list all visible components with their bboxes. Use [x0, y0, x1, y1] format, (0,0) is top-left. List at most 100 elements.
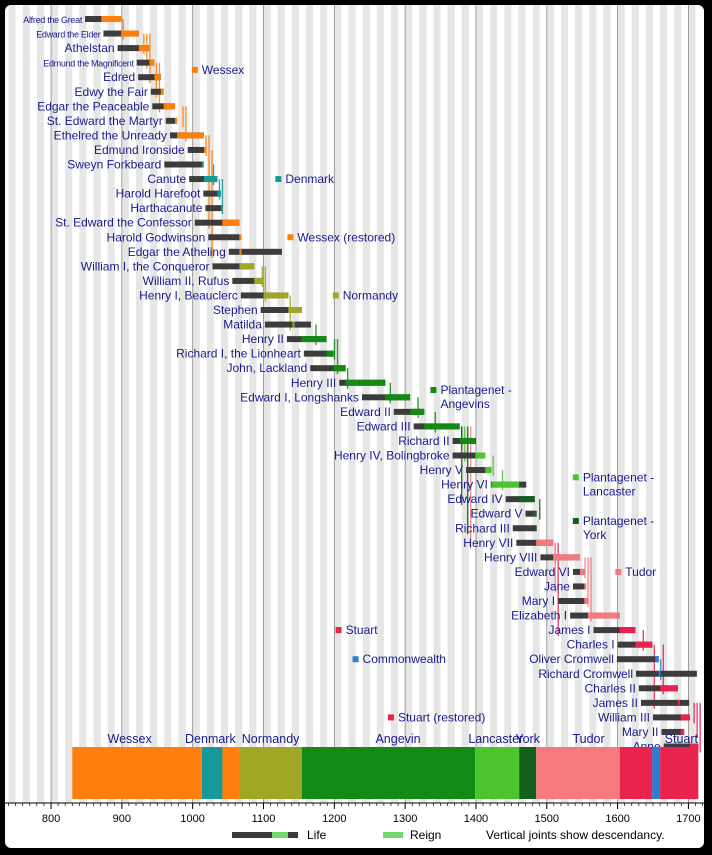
era-label: Normandy: [242, 732, 300, 746]
life-bar-matilda: [264, 321, 311, 328]
life-bar-edward-the-elder: [103, 30, 139, 37]
decade-stripe: [546, 5, 554, 803]
reign-bar-mary-i: [584, 598, 588, 604]
x-tick-label: 800: [42, 813, 60, 825]
era-segment-lancaster: [475, 747, 520, 799]
era-segment-angevin: [301, 747, 476, 799]
reign-bar-henry-vii: [536, 539, 554, 546]
life-bar-james-ii: [640, 699, 690, 706]
reign-bar-richard-cromwell: [658, 670, 661, 677]
monarch-label: Richard Cromwell: [538, 667, 633, 681]
era-label: Tudor: [572, 732, 604, 746]
life-reign-bars: [85, 16, 699, 750]
monarch-label: Harthacanute: [130, 201, 202, 215]
x-axis: 800 900 1000 1100 1200 1300 1400 1500 1600 1700: [5, 802, 704, 825]
life-bar-edward-vi: [572, 568, 585, 575]
decade-stripe: [660, 5, 668, 803]
era-label: Angevin: [375, 732, 420, 746]
monarch-label: Oliver Cromwell: [529, 652, 614, 666]
decade-stripe: [376, 5, 384, 803]
reign-bar-edwy-the-fair: [160, 88, 164, 95]
life-bar-edwy-the-fair: [150, 88, 164, 95]
monarch-label: Richard III: [455, 521, 510, 535]
monarch-label: Edward IV: [447, 492, 502, 506]
monarch-label: Edward V: [471, 507, 523, 521]
house-marker-stuart-restored: [387, 714, 394, 721]
monarch-label: St. Edward the Confessor: [55, 216, 192, 230]
monarch-label: Henry VIII: [484, 550, 537, 564]
life-bar-henry-v: [466, 467, 492, 474]
reign-bar-edward-i-longshanks: [385, 394, 411, 401]
era-bar: Wessex Denmark Normandy Angevin LancasterYor…: [72, 732, 699, 799]
monarch-label: Edward III: [357, 419, 411, 433]
monarch-label: Henry III: [291, 376, 336, 390]
reign-bar-henry-v: [485, 467, 492, 474]
reign-bar-henry-viii: [553, 554, 581, 561]
reign-bar-henry-iii: [345, 379, 386, 386]
reign-bar-charles-ii: [660, 685, 678, 692]
reign-bar-edward-iii: [424, 423, 460, 430]
monarch-label: Edward the Elder: [36, 30, 101, 40]
decade-stripe: [51, 5, 59, 803]
reign-bar-harold-harefoot: [217, 190, 222, 197]
decade-stripe: [532, 5, 540, 803]
legend-life-swatch-reign: [272, 832, 288, 838]
house-marker-plantagenet-york: [572, 517, 579, 524]
era-segment-york: [519, 747, 537, 799]
reign-bar-elizabeth-i: [587, 612, 620, 619]
house-label: Stuart (restored): [398, 710, 485, 724]
house-marker-stuart: [335, 627, 342, 634]
monarch-label: Athelstan: [65, 41, 115, 55]
decade-stripe: [320, 5, 328, 803]
life-bar-james-i: [593, 627, 636, 634]
monarch-label: Edward II: [340, 405, 391, 419]
monarch-label: Harold Harefoot: [116, 187, 201, 201]
era-segment-wessex: [72, 747, 202, 799]
x-tick-label: 1000: [180, 813, 204, 825]
monarch-label: Edwy the Fair: [75, 85, 148, 99]
house-label: Normandy: [343, 288, 398, 302]
decade-stripe: [93, 5, 101, 803]
life-bar-athelstan: [117, 45, 150, 52]
house-label: Lancaster: [583, 484, 636, 498]
house-legend-markers: Wessex Denmark Wessex (restored) Normandy Pl…: [191, 63, 656, 724]
life-bar-edred: [138, 74, 161, 81]
monarch-label: Edgar the Peaceable: [37, 99, 149, 113]
monarch-label: Sweyn Forkbeard: [67, 158, 161, 172]
legend-reign-swatch: [383, 832, 403, 838]
decade-stripe: [263, 5, 271, 803]
x-tick-label: 1600: [605, 813, 629, 825]
monarch-label: Edgar the Atheling: [128, 245, 226, 259]
reign-bar-st-edward-the-martyr: [174, 117, 178, 124]
decade-stripe: [334, 5, 342, 803]
era-segment-stuart: [660, 747, 699, 799]
life-bar-harold-harefoot: [203, 190, 222, 197]
decade-stripe: [617, 5, 625, 803]
decade-stripe: [645, 5, 654, 803]
chart-frame: Alfred the Great Edward the Elder Athelsta…: [5, 5, 704, 848]
life-bar-st-edward-the-confessor: [194, 219, 240, 226]
decade-stripe: [603, 5, 611, 803]
era-segment-tudor: [536, 747, 620, 799]
decade-stripe: [305, 5, 314, 803]
decade-stripe: [136, 5, 144, 803]
house-label: Stuart: [346, 623, 379, 637]
life-bar-richard-i-the-lionheart: [303, 350, 334, 357]
house-label: Wessex: [202, 63, 244, 77]
life-bar-oliver-cromwell: [616, 656, 659, 663]
monarch-label: William III: [598, 710, 650, 724]
legend-life-swatch-end: [288, 832, 298, 838]
monarch-label: Charles I: [567, 638, 615, 652]
decade-stripe: [560, 5, 569, 803]
reign-bar-stephen: [288, 307, 302, 313]
monarch-label: Canute: [147, 172, 186, 186]
decade-stripe: [178, 5, 186, 803]
monarch-label: Henry V: [420, 463, 463, 477]
reign-bar-william-iii: [680, 714, 690, 721]
reign-bar-jane: [584, 583, 587, 590]
x-tick-label: 900: [113, 813, 131, 825]
reign-bar-edgar-the-peaceable: [163, 103, 175, 110]
monarch-label: Mary I: [522, 594, 555, 608]
life-bar-harold-godwinson: [208, 234, 240, 241]
decade-stripe: [688, 5, 696, 803]
